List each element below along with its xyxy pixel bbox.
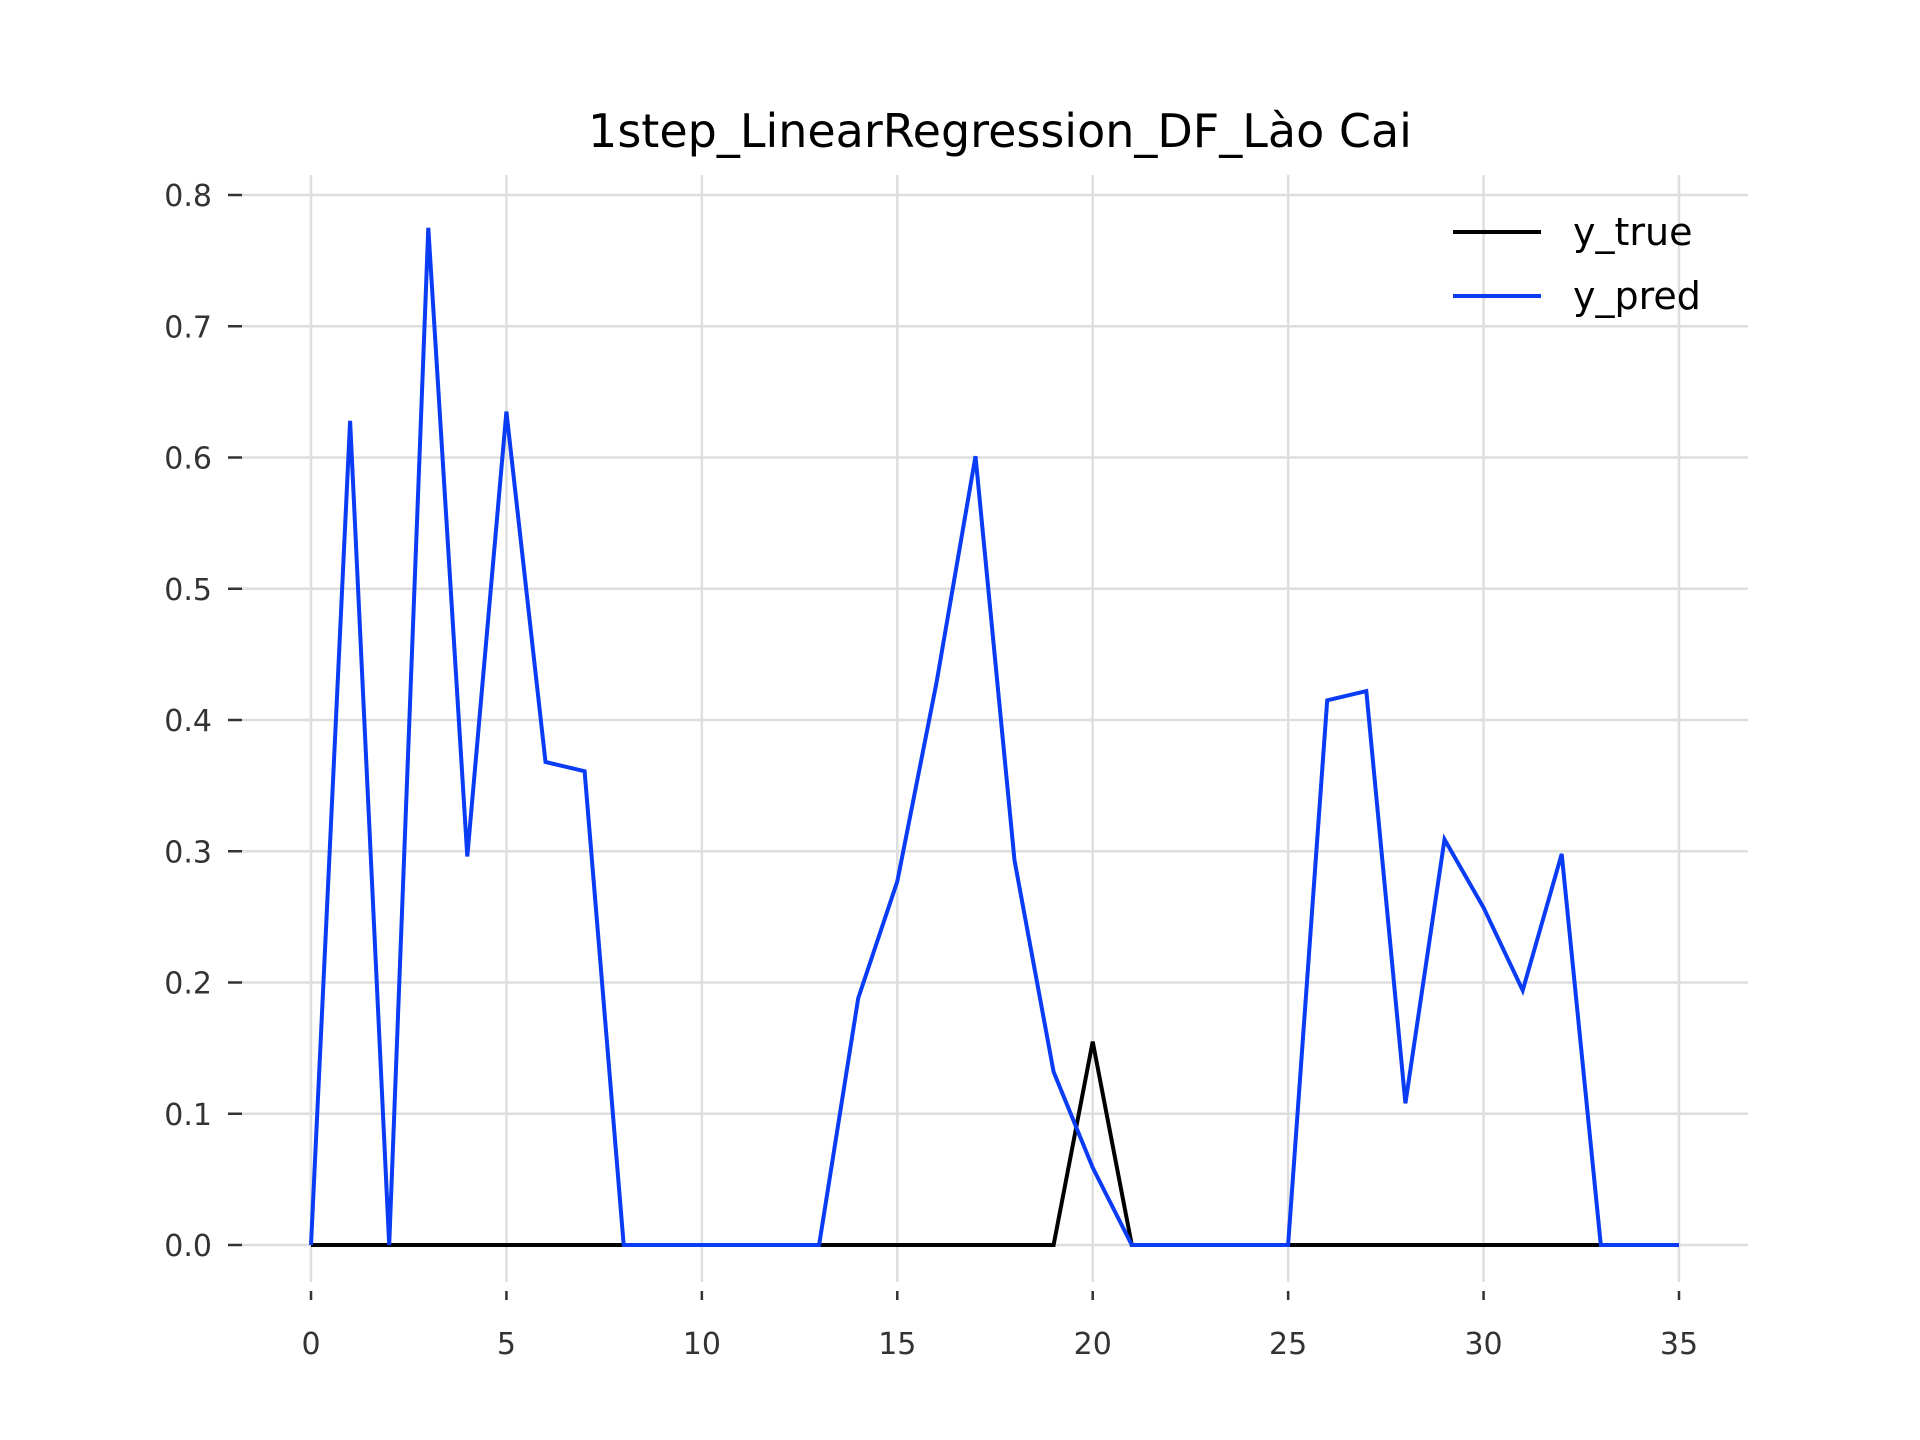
y-tick-label: 0.4 <box>164 704 212 739</box>
y-tick-label: 0.6 <box>164 442 212 477</box>
series-line-y-pred <box>309 227 1679 1247</box>
chart-title: 1step_LinearRegression_DF_Lào Cai <box>588 104 1412 158</box>
y-tick-label: 0.5 <box>164 573 212 608</box>
x-tick-label: 30 <box>1464 1327 1502 1362</box>
series-line-y-true <box>311 1041 1679 1247</box>
axis-ticks: 0 5 10 15 20 25 30 35 0.0 0.1 0.2 0.3 0.4 0.5 0.6 0.7 0.… <box>164 179 1698 1362</box>
y-tick-label: 0.1 <box>164 1098 212 1133</box>
x-tick-label: 5 <box>497 1327 516 1362</box>
legend-label-y-pred: y_pred <box>1573 274 1701 318</box>
grid <box>242 175 1748 1282</box>
legend-label-y-true: y_true <box>1573 210 1692 254</box>
y-tick-label: 0.2 <box>164 967 212 1002</box>
x-tick-label: 15 <box>878 1327 916 1362</box>
y-tick-label: 0.8 <box>164 179 212 214</box>
series-lines <box>309 227 1679 1247</box>
legend: y_true y_pred <box>1453 210 1701 318</box>
y-tick-label: 0.7 <box>164 310 212 345</box>
x-tick-label: 35 <box>1660 1327 1698 1362</box>
y-tick-label: 0.3 <box>164 835 212 870</box>
y-tick-label: 0.0 <box>164 1229 212 1264</box>
x-tick-label: 20 <box>1074 1327 1112 1362</box>
x-tick-label: 10 <box>683 1327 721 1362</box>
x-tick-label: 25 <box>1269 1327 1307 1362</box>
x-tick-label: 0 <box>301 1327 320 1362</box>
